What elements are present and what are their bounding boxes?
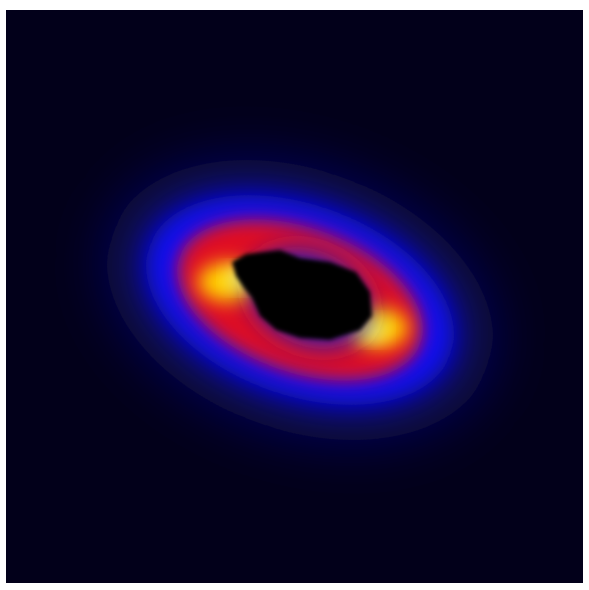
disk	[106, 159, 494, 441]
hot-spot-right	[360, 320, 384, 340]
central-hole	[232, 250, 372, 340]
